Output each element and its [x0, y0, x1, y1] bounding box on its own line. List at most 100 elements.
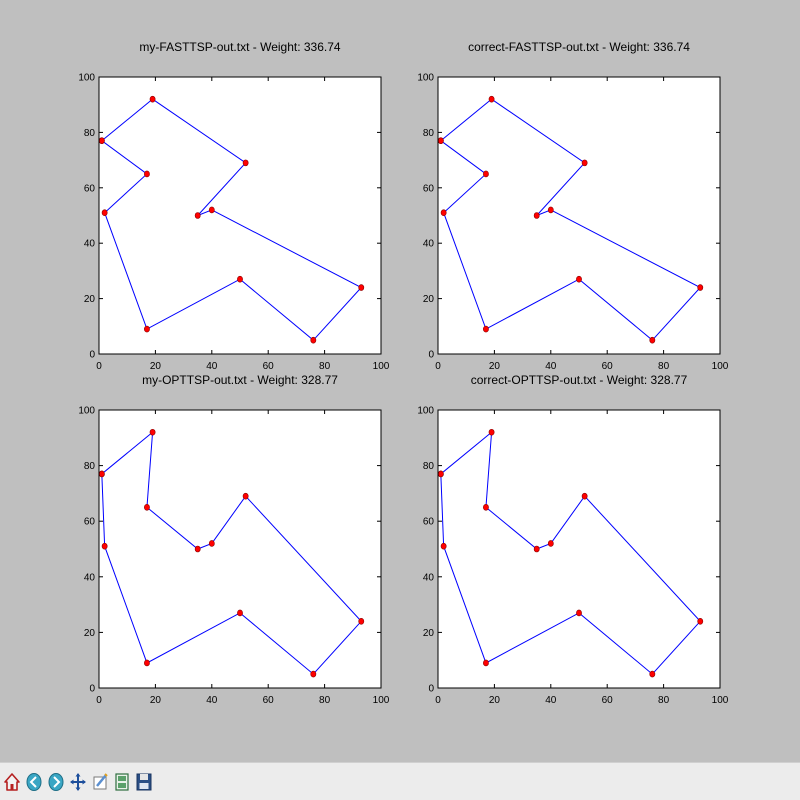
y-tick-label: 0 [428, 684, 434, 695]
y-tick-label: 40 [84, 239, 96, 250]
city-point [98, 470, 105, 478]
x-tick-label: 20 [489, 695, 501, 706]
city-point [358, 617, 365, 625]
x-tick-label: 40 [545, 695, 557, 706]
axes-frame [437, 409, 721, 689]
city-point [697, 617, 704, 625]
x-tick-label: 0 [435, 361, 441, 372]
axes-background [99, 410, 381, 688]
subplot-1: my-FASTTSP-out.txt - Weight: 336.74 0 20 40… [78, 40, 389, 372]
configure-subplots-button[interactable] [113, 769, 131, 795]
city-point [208, 540, 215, 547]
x-tick-label: 20 [150, 695, 162, 706]
city-point [242, 492, 249, 500]
city-point [149, 428, 156, 436]
y-tick-label: 100 [78, 406, 95, 417]
city-point [547, 206, 554, 214]
y-tick-label: 60 [84, 183, 96, 194]
city-point [488, 95, 495, 103]
city-point [144, 503, 150, 511]
x-tick-label: 80 [319, 695, 331, 706]
city-point [310, 336, 317, 344]
x-tick-label: 20 [150, 361, 162, 372]
city-point [697, 284, 704, 291]
city-point [144, 325, 150, 333]
x-tick-label: 80 [658, 361, 670, 372]
chart-title: my-OPTTSP-out.txt - Weight: 328.77 [142, 373, 338, 387]
x-tick-label: 60 [602, 695, 614, 706]
y-tick-label: 40 [423, 572, 435, 583]
y-tick-label: 60 [423, 517, 435, 528]
y-tick-label: 80 [84, 128, 96, 139]
y-tick-label: 0 [428, 350, 434, 361]
x-tick-label: 80 [319, 361, 331, 372]
city-point [194, 545, 201, 553]
city-point [547, 540, 554, 547]
y-tick-label: 100 [417, 406, 434, 417]
subplots-icon [115, 772, 129, 791]
x-tick-label: 60 [263, 361, 275, 372]
city-point [208, 206, 215, 214]
city-point [483, 503, 489, 511]
y-tick-label: 60 [84, 517, 96, 528]
chart-title: my-FASTTSP-out.txt - Weight: 336.74 [139, 40, 341, 54]
city-point [242, 159, 249, 167]
city-point [437, 470, 444, 478]
x-tick-label: 40 [206, 361, 218, 372]
y-tick-label: 80 [423, 128, 435, 139]
y-tick-label: 20 [84, 628, 96, 639]
x-tick-label: 20 [489, 361, 501, 372]
axes-frame [437, 76, 721, 355]
city-point [576, 275, 582, 283]
city-point [101, 209, 108, 217]
city-point [649, 336, 656, 344]
city-point [581, 159, 588, 167]
x-tick-label: 40 [545, 361, 557, 372]
move-arrows-icon [70, 772, 86, 791]
y-tick-label: 0 [89, 350, 95, 361]
city-point [483, 325, 489, 333]
city-point [101, 542, 108, 550]
y-tick-label: 80 [84, 461, 96, 472]
city-point [144, 659, 150, 667]
home-button[interactable] [3, 769, 21, 795]
x-tick-label: 0 [96, 695, 102, 706]
axes-background [438, 77, 720, 354]
x-tick-label: 0 [96, 361, 102, 372]
chart-title: correct-FASTTSP-out.txt - Weight: 336.74 [468, 40, 690, 54]
city-point [649, 670, 656, 678]
figure-canvas: my-FASTTSP-out.txt - Weight: 336.74 0 20 40… [78, 40, 729, 706]
tour-line [101, 431, 362, 675]
city-point [533, 545, 540, 553]
city-point [533, 212, 540, 219]
y-tick-label: 100 [78, 73, 95, 84]
save-button[interactable] [135, 769, 153, 795]
city-point [437, 137, 444, 145]
city-point [144, 170, 150, 178]
city-point [581, 492, 588, 500]
y-tick-label: 20 [84, 294, 96, 305]
forward-button[interactable] [47, 769, 65, 795]
tour-line [440, 98, 702, 341]
city-point [483, 170, 489, 178]
x-tick-label: 80 [658, 695, 670, 706]
navigation-toolbar [0, 762, 800, 800]
x-tick-label: 0 [435, 695, 441, 706]
y-tick-label: 60 [423, 183, 435, 194]
floppy-disk-icon [136, 773, 152, 790]
y-tick-label: 20 [423, 628, 435, 639]
y-tick-label: 0 [89, 684, 95, 695]
back-button[interactable] [25, 769, 43, 795]
x-tick-label: 60 [263, 695, 275, 706]
pan-button[interactable] [69, 769, 87, 795]
city-point [310, 670, 317, 678]
zoom-button[interactable] [91, 769, 109, 795]
city-point [488, 428, 495, 436]
chart-title: correct-OPTTSP-out.txt - Weight: 328.77 [471, 373, 688, 387]
y-tick-label: 40 [423, 239, 435, 250]
axes-background [99, 77, 381, 354]
y-tick-label: 80 [423, 461, 435, 472]
tour-line [101, 98, 363, 341]
city-point [237, 609, 243, 617]
x-tick-label: 100 [373, 695, 390, 706]
